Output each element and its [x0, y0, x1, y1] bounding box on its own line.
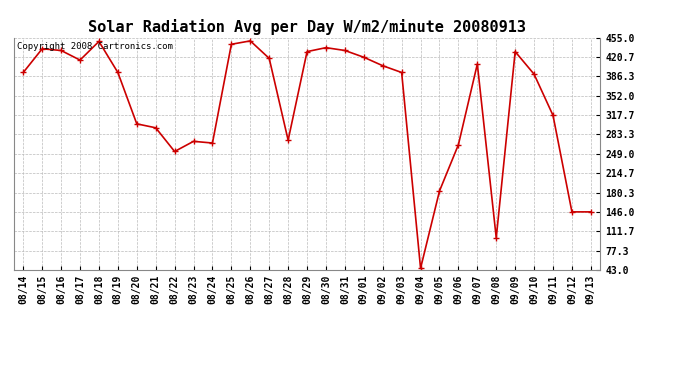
- Text: Copyright 2008 Cartronics.com: Copyright 2008 Cartronics.com: [17, 42, 172, 51]
- Title: Solar Radiation Avg per Day W/m2/minute 20080913: Solar Radiation Avg per Day W/m2/minute …: [88, 19, 526, 35]
